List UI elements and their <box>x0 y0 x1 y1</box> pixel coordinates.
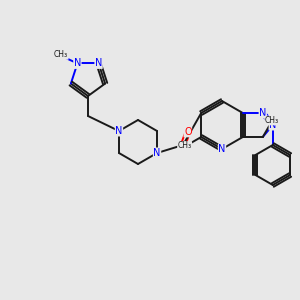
Text: N: N <box>115 126 123 136</box>
Text: N: N <box>259 108 266 118</box>
Text: CH₃: CH₃ <box>54 50 68 59</box>
Text: N: N <box>218 144 226 154</box>
Text: N: N <box>74 58 81 68</box>
Text: CH₃: CH₃ <box>265 116 279 125</box>
Text: CH₃: CH₃ <box>178 142 192 151</box>
Text: N: N <box>95 58 102 68</box>
Text: N: N <box>153 148 161 158</box>
Text: N: N <box>269 120 277 130</box>
Text: O: O <box>184 127 192 137</box>
